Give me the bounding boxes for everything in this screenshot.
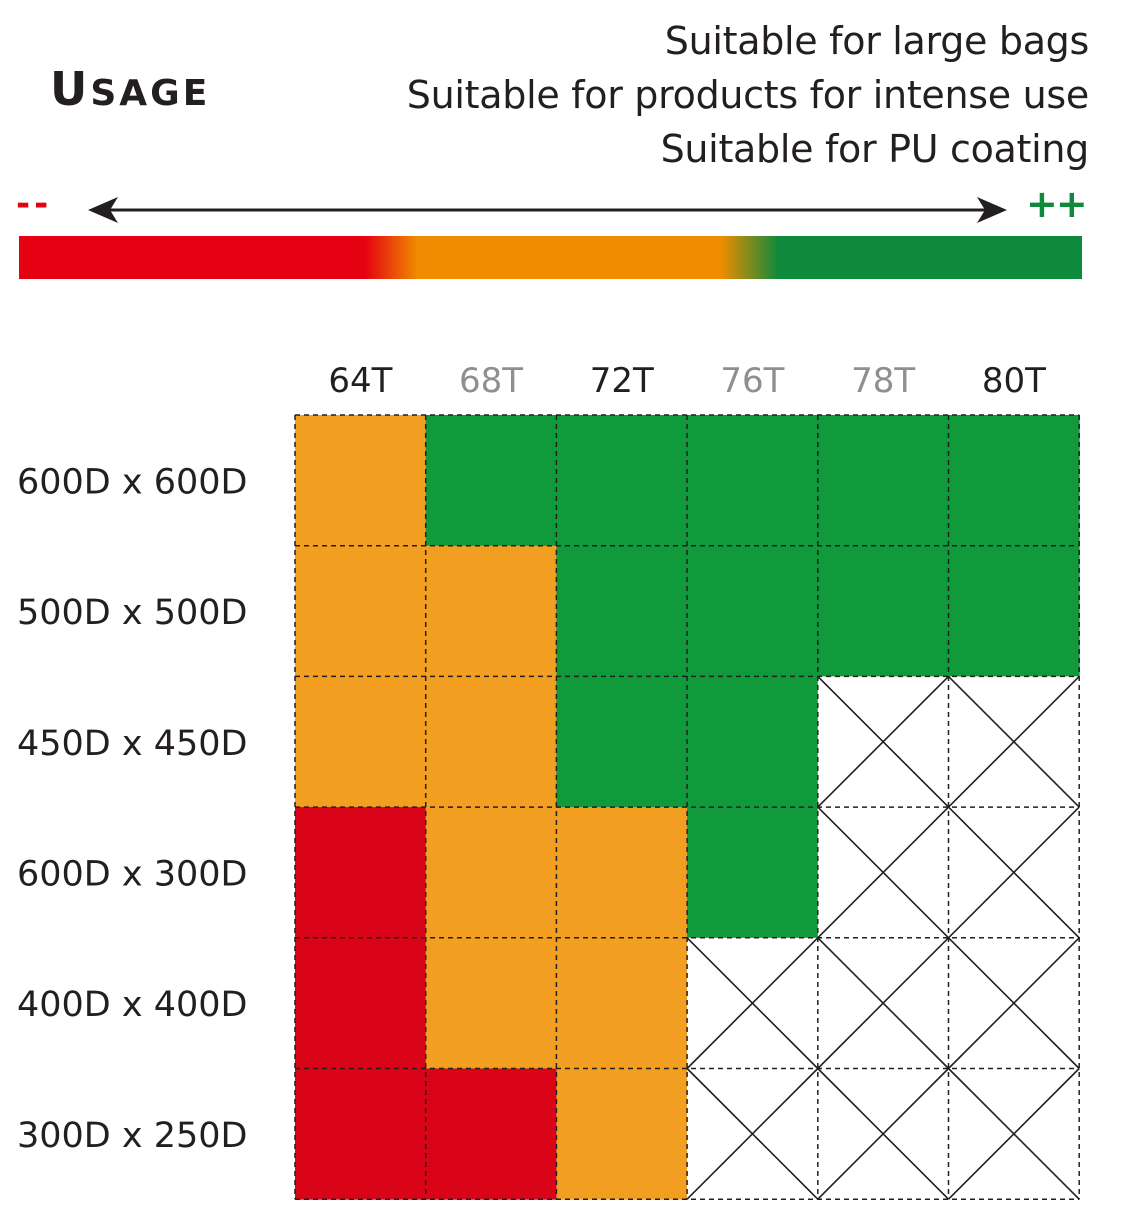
- cell-good: [425, 415, 557, 547]
- cross-icon: [817, 937, 950, 1070]
- cell-medium: [425, 807, 557, 939]
- cell-good: [687, 676, 819, 808]
- cell-medium: [295, 545, 427, 677]
- cross-icon: [686, 937, 819, 1070]
- scale-low-label: --: [16, 184, 53, 224]
- row-label: 300D x 250D: [17, 1116, 247, 1156]
- usage-notes: Suitable for large bags Suitable for pro…: [406, 14, 1090, 176]
- note-intense-use: Suitable for products for intense use: [406, 73, 1090, 117]
- row-label: 600D x 300D: [17, 854, 247, 894]
- cell-good: [817, 545, 949, 677]
- cell-good: [687, 807, 819, 939]
- row-label: 500D x 500D: [17, 593, 247, 633]
- cell-good: [687, 545, 819, 677]
- cell-bad: [295, 1068, 427, 1200]
- title-initial: U: [50, 62, 91, 116]
- column-label: 78T: [851, 361, 915, 401]
- cross-icon: [947, 1067, 1080, 1200]
- cell-medium: [556, 807, 688, 939]
- cross-icon: [817, 675, 950, 808]
- column-label: 80T: [982, 361, 1046, 401]
- cell-medium: [295, 676, 427, 808]
- cell-good: [817, 415, 949, 547]
- double-arrow-icon: [88, 197, 1007, 223]
- cell-medium: [425, 676, 557, 808]
- cell-medium: [425, 545, 557, 677]
- row-label: 400D x 400D: [17, 985, 247, 1025]
- cell-good: [948, 545, 1080, 677]
- cross-icon: [817, 1067, 950, 1200]
- cell-medium: [556, 937, 688, 1069]
- cross-icon: [947, 937, 1080, 1070]
- cross-icon: [686, 1067, 819, 1200]
- cell-good: [687, 415, 819, 547]
- column-label: 64T: [328, 361, 392, 401]
- cell-good: [556, 415, 688, 547]
- note-pu-coating: Suitable for PU coating: [660, 127, 1090, 171]
- note-large-bags: Suitable for large bags: [664, 19, 1090, 63]
- cell-medium: [425, 937, 557, 1069]
- cell-bad: [425, 1068, 557, 1200]
- cell-bad: [295, 937, 427, 1069]
- cell-medium: [556, 1068, 688, 1200]
- suitability-grid: 64T 68T 72T 76T 78T 80T 600D x 600D 500D x 500D…: [17, 361, 1080, 1200]
- cell-bad: [295, 807, 427, 939]
- cell-good: [556, 545, 688, 677]
- row-label: 450D x 450D: [17, 724, 247, 764]
- column-label: 76T: [720, 361, 784, 401]
- scale-high-label: ++: [1026, 182, 1088, 226]
- cell-medium: [295, 415, 427, 547]
- cross-icon: [947, 675, 1080, 808]
- title-rest: SAGE: [90, 73, 211, 114]
- column-label: 68T: [459, 361, 523, 401]
- column-label: 72T: [590, 361, 654, 401]
- cell-good: [948, 415, 1080, 547]
- suitability-gradient-bar: [19, 236, 1082, 279]
- cross-icon: [947, 806, 1080, 939]
- chart-title: USAGE: [50, 62, 210, 116]
- cross-icon: [817, 806, 950, 939]
- cell-good: [556, 676, 688, 808]
- row-label: 600D x 600D: [17, 462, 247, 502]
